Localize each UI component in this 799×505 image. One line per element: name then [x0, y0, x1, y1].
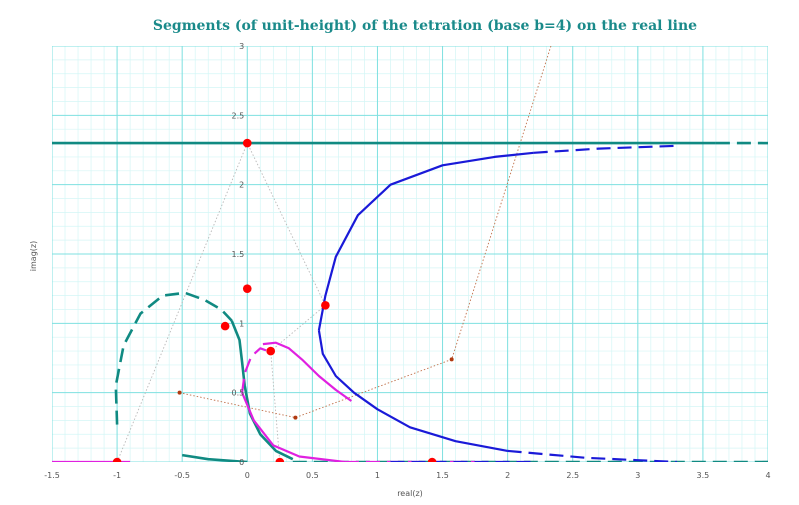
y-tick-label: 1.5 — [232, 250, 245, 259]
y-tick-label: 2.5 — [232, 111, 245, 120]
small-point — [293, 415, 298, 420]
red-point — [220, 321, 230, 331]
y-tick-label: 3 — [239, 42, 244, 51]
markers-group — [112, 138, 454, 462]
series-magenta-9 — [241, 392, 346, 462]
x-tick-label: 1.5 — [436, 471, 449, 480]
red-point — [275, 457, 285, 462]
red-point — [266, 346, 276, 356]
small-point — [177, 390, 182, 395]
series-teal-4 — [114, 291, 233, 425]
x-tick-label: 3 — [635, 471, 640, 480]
red-point — [112, 457, 122, 462]
small-point — [449, 357, 454, 362]
series-teal-5 — [230, 320, 294, 461]
series-teal-3 — [181, 453, 248, 462]
series-blue-14 — [507, 449, 677, 462]
x-tick-label: 0.5 — [306, 471, 319, 480]
red-point — [427, 457, 437, 462]
x-tick-label: 0 — [245, 471, 250, 480]
x-tick-label: 2 — [505, 471, 510, 480]
series-blue-12 — [533, 144, 677, 154]
x-tick-label: -1 — [113, 471, 121, 480]
plot-area — [52, 46, 768, 462]
y-tick-labels: 0 0.5 1 1.5 2 2.5 3 — [232, 42, 245, 467]
series-blue-11 — [317, 151, 534, 331]
red-point — [242, 284, 252, 293]
x-tick-label: 3.5 — [697, 471, 710, 480]
y-tick-label: 0.5 — [232, 389, 245, 398]
red-point — [242, 138, 252, 148]
red-point — [321, 301, 330, 310]
series-group — [52, 141, 768, 462]
series-magenta-8 — [241, 347, 269, 393]
x-tick-label: -1.5 — [44, 471, 60, 480]
x-tick-labels: -1.5 -1 -0.5 0 0.5 1 1.5 2 2.5 3 3.5 4 — [44, 471, 770, 480]
chart-title: Segments (of unit-height) of the tetrati… — [153, 18, 697, 34]
x-tick-label: 2.5 — [566, 471, 579, 480]
x-tick-label: 4 — [765, 471, 770, 480]
x-tick-label: -0.5 — [174, 471, 190, 480]
grid-major — [52, 46, 768, 462]
y-tick-label: 1 — [239, 319, 244, 328]
x-tick-label: 1 — [375, 471, 380, 480]
brown-dotted-path — [179, 46, 552, 419]
y-tick-label: 2 — [239, 181, 244, 190]
series-blue-13 — [317, 330, 508, 452]
y-axis-label: imag(z) — [29, 241, 38, 271]
series-magenta-7 — [262, 341, 353, 402]
y-tick-label: 0 — [239, 458, 244, 467]
x-axis-label: real(z) — [397, 489, 423, 498]
